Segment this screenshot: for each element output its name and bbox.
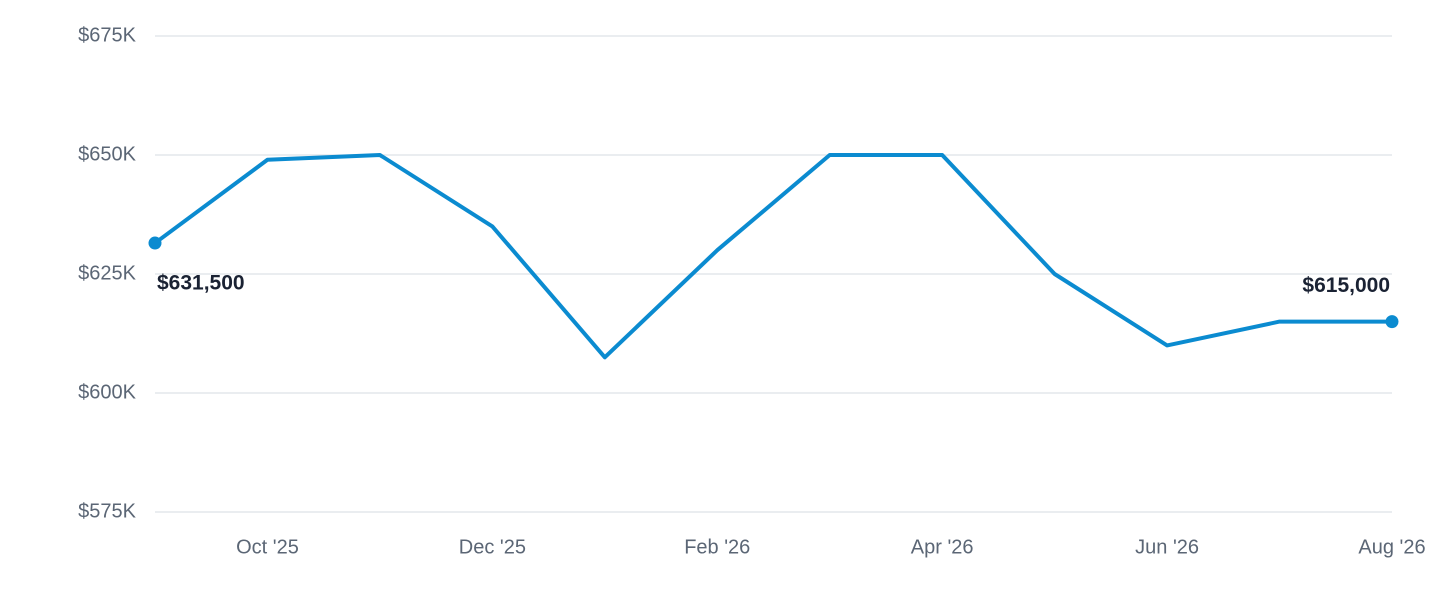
end-point bbox=[148, 236, 162, 250]
x-tick-label: Oct '25 bbox=[236, 536, 299, 558]
data-line bbox=[153, 153, 1392, 360]
end-point bbox=[1385, 315, 1399, 329]
y-tick-label: $575K bbox=[78, 500, 136, 522]
value-label: $631,500 bbox=[157, 272, 245, 295]
y-tick-label: $600K bbox=[78, 381, 136, 403]
y-tick-label: $650K bbox=[78, 143, 136, 165]
x-tick-label: Jun '26 bbox=[1135, 536, 1199, 558]
x-tick-label: Feb '26 bbox=[684, 536, 750, 558]
value-label: $615,000 bbox=[1302, 274, 1390, 297]
x-tick-label: Apr '26 bbox=[911, 536, 974, 558]
x-tick-label: Aug '26 bbox=[1358, 536, 1425, 558]
y-tick-label: $675K bbox=[78, 24, 136, 46]
x-tick-label: Dec '25 bbox=[459, 536, 526, 558]
y-tick-label: $625K bbox=[78, 262, 136, 284]
